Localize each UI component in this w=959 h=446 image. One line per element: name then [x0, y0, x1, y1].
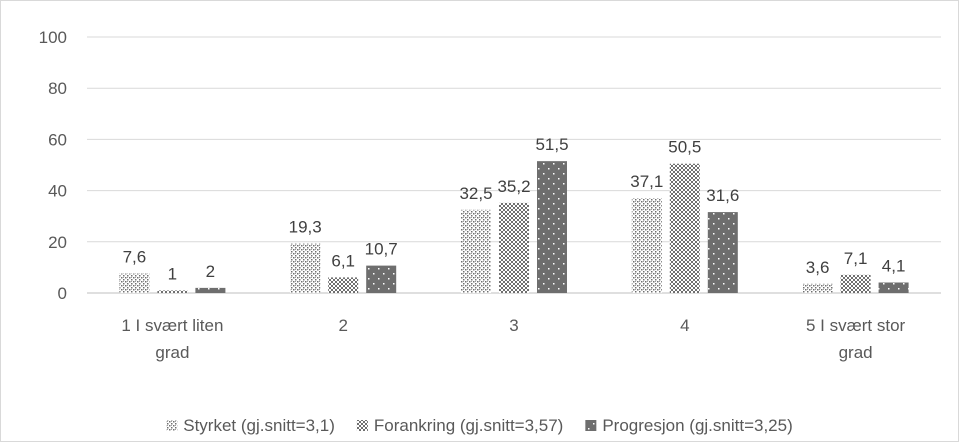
bar-1-2 — [157, 290, 188, 293]
legend-item-1: Styrket (gj.snitt=3,1) — [166, 416, 335, 435]
category-label: 5 I svært stor — [806, 316, 906, 335]
legend-label: Styrket (gj.snitt=3,1) — [183, 416, 335, 435]
bar-5-2 — [840, 274, 871, 293]
data-labels: 7,6 1 2 19,3 6,1 10,7 32,5 35,2 51,5 37,1 50,5 31,6… — [123, 135, 906, 283]
data-label: 3,6 — [806, 258, 830, 277]
data-label: 37,1 — [630, 172, 663, 191]
data-label: 1 — [168, 264, 177, 283]
category-label: 4 — [680, 316, 689, 335]
y-tick-label: 100 — [39, 28, 67, 47]
y-tick-label: 80 — [48, 79, 67, 98]
category-label: grad — [155, 343, 189, 362]
data-label: 7,1 — [844, 249, 868, 268]
data-label: 2 — [206, 262, 215, 281]
bar-5-1 — [802, 283, 833, 293]
data-label: 4,1 — [882, 257, 906, 276]
bar-2-2 — [328, 277, 359, 293]
bar-2-1 — [290, 243, 321, 293]
category-label: 1 I svært liten — [121, 316, 223, 335]
data-label: 7,6 — [123, 248, 147, 267]
bar-3-1 — [461, 209, 491, 293]
bar-2-3 — [366, 265, 397, 293]
legend-item-2: Forankring (gj.snitt=3,57) — [356, 416, 563, 435]
data-label: 6,1 — [331, 251, 355, 270]
x-axis-categories: 1 I svært liten grad 2 3 4 5 I svært stor grad — [121, 316, 905, 362]
legend-label: Progresjon (gj.snitt=3,25) — [602, 416, 792, 435]
y-axis-ticks: 0 20 40 60 80 100 — [39, 28, 67, 303]
bar-4-2 — [669, 163, 700, 293]
y-tick-label: 0 — [58, 284, 67, 303]
bar-1-1 — [119, 273, 150, 293]
category-label: 2 — [338, 316, 347, 335]
legend-swatch — [166, 420, 178, 431]
bar-4-3 — [707, 212, 738, 293]
data-label: 35,2 — [497, 177, 530, 196]
data-label: 51,5 — [535, 135, 568, 154]
category-label: 3 — [509, 316, 518, 335]
bar-4-1 — [631, 198, 662, 293]
legend-swatch — [585, 420, 597, 431]
legend-swatch — [356, 420, 368, 431]
data-label: 32,5 — [459, 184, 492, 203]
y-tick-label: 40 — [48, 182, 67, 201]
legend-label: Forankring (gj.snitt=3,57) — [374, 416, 563, 435]
bar-3-3 — [537, 161, 567, 293]
data-label: 10,7 — [365, 240, 398, 259]
data-label: 31,6 — [706, 186, 739, 205]
data-label: 50,5 — [668, 138, 701, 157]
legend: Styrket (gj.snitt=3,1) Forankring (gj.sni… — [166, 416, 793, 435]
bar-5-3 — [878, 282, 909, 293]
y-tick-label: 60 — [48, 130, 67, 149]
data-label: 19,3 — [289, 218, 322, 237]
legend-item-3: Progresjon (gj.snitt=3,25) — [585, 416, 793, 435]
y-tick-label: 20 — [48, 233, 67, 252]
bar-3-2 — [499, 202, 529, 293]
category-label: grad — [839, 343, 873, 362]
bars — [119, 161, 909, 293]
gridlines — [87, 36, 941, 294]
bar-1-3 — [195, 287, 226, 293]
